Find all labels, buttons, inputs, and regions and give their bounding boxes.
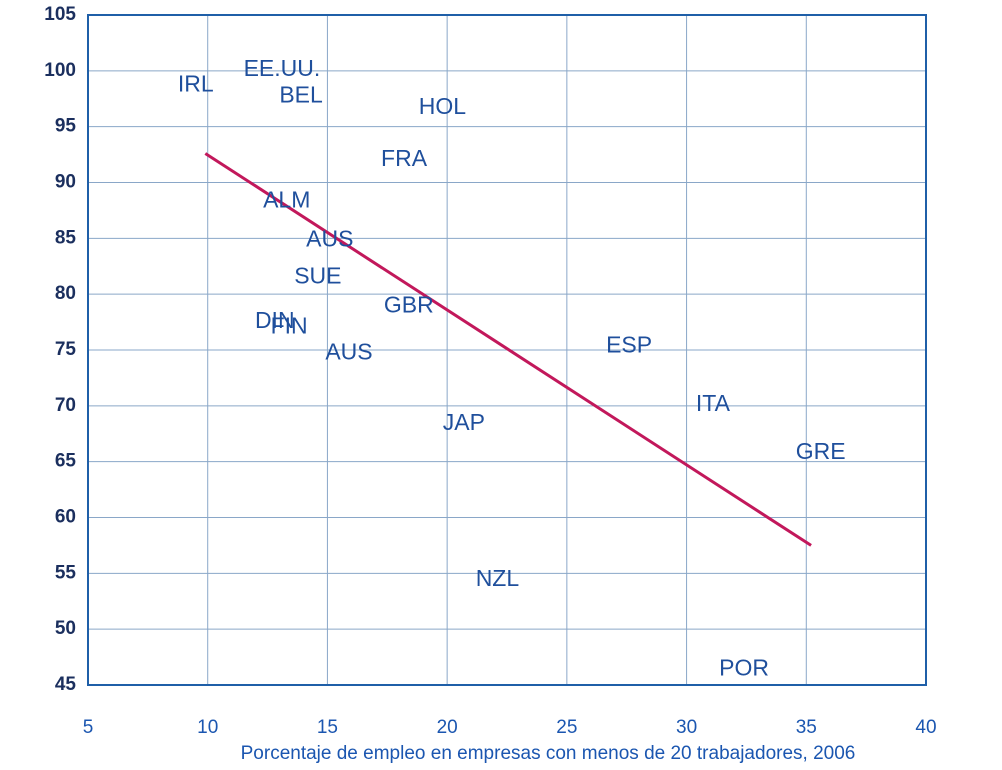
x-tick-label: 5 [83, 717, 94, 738]
y-tick-label: 85 [55, 227, 77, 248]
point-label: POR [719, 654, 769, 680]
point-label: FRA [381, 145, 428, 171]
point-label: NZL [476, 565, 520, 591]
plot-frame [87, 14, 927, 686]
x-tick-label: 15 [317, 717, 338, 738]
x-tick-label: 35 [796, 717, 817, 738]
point-label: GRE [796, 438, 846, 464]
y-tick-label: 60 [55, 507, 76, 528]
y-tick-label: 45 [55, 674, 77, 695]
x-tick-label: 30 [676, 717, 697, 738]
x-tick-label: 20 [437, 717, 458, 738]
x-tick-label: 25 [556, 717, 577, 738]
y-tick-label: 65 [55, 451, 77, 472]
point-label: IRL [178, 70, 214, 96]
x-tick-label: 40 [915, 717, 936, 738]
y-tick-label: 75 [55, 339, 77, 360]
point-label: ITA [696, 390, 731, 416]
y-tick-label: 95 [55, 116, 77, 137]
point-label: JAP [443, 409, 485, 435]
trend-line [204, 152, 812, 547]
point-label: FIN [271, 313, 308, 339]
x-axis-label: Porcentaje de empleo en empresas con men… [241, 743, 856, 764]
point-label: AUS [325, 338, 372, 364]
point-label: ALM [263, 187, 310, 213]
point-label: EE.UU. [244, 55, 321, 81]
y-tick-label: 105 [44, 4, 76, 25]
y-tick-label: 55 [55, 562, 77, 583]
point-label: HOL [419, 93, 467, 119]
y-tick-label: 90 [55, 172, 76, 193]
point-label: AUS [306, 226, 353, 252]
y-tick-label: 80 [55, 283, 76, 304]
y-tick-label: 100 [44, 60, 76, 81]
point-label: ESP [606, 332, 652, 358]
point-label: SUE [294, 262, 341, 288]
y-tick-label: 50 [55, 618, 76, 639]
point-label: DIN [255, 307, 295, 333]
point-label: GBR [384, 292, 434, 318]
y-tick-label: 70 [55, 395, 76, 416]
point-label: BEL [279, 82, 323, 108]
x-tick-label: 10 [197, 717, 218, 738]
